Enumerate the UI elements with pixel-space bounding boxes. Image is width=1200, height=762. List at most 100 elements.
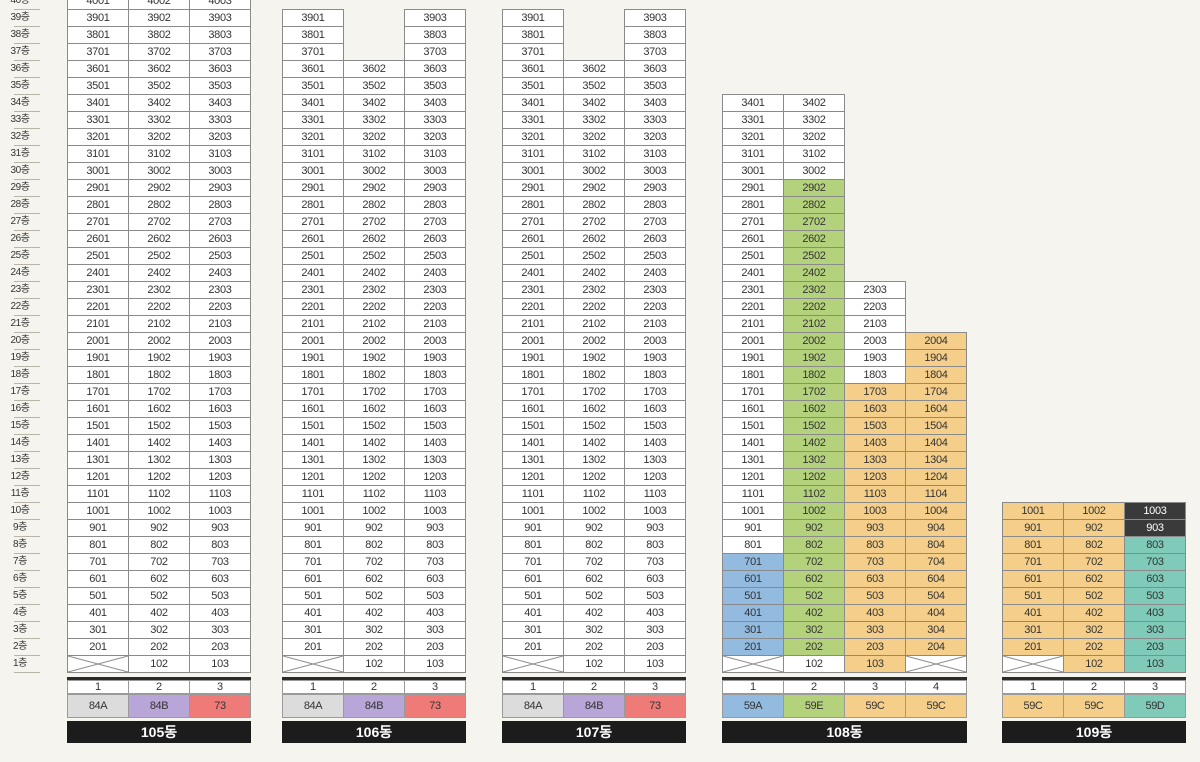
unit-cell: 1104 [905,485,967,503]
unit-cell: 1902 [343,349,405,367]
unit-cell: 3401 [502,94,564,112]
unit-cell: 1801 [282,366,344,384]
unit-cell: 503 [189,587,251,605]
floor-gridline [14,264,40,265]
unit-cell: 1604 [905,400,967,418]
unit-cell: 1701 [282,383,344,401]
floor-gridline [14,468,40,469]
unit-cell: 301 [67,621,129,639]
floor-gridline [14,536,40,537]
unit-cell: 3702 [128,43,190,61]
unit-cell: 2803 [189,196,251,214]
floor-gridline [14,60,40,61]
unit-cell: 602 [563,570,625,588]
unit-cell: 2502 [563,247,625,265]
unit-cell: 3801 [67,26,129,44]
unit-cell: 701 [1002,553,1064,571]
unit-cell: 603 [624,570,686,588]
floor-gridline [14,94,40,95]
unit-cell: 3003 [404,162,466,180]
unit-cell: 2303 [844,281,906,299]
unit-cell: 2001 [67,332,129,350]
unit-type-label: 59D [1124,694,1186,718]
cross-icon [1003,656,1063,672]
unit-cell: 802 [128,536,190,554]
unit-cell: 3302 [343,111,405,129]
unit-cell: 503 [1124,587,1186,605]
line-number: 4 [905,680,967,694]
unit-cell: 2802 [563,196,625,214]
unit-cell: 3503 [404,77,466,95]
unit-cell: 1603 [624,400,686,418]
unit-cell: 401 [67,604,129,622]
unit-cell: 502 [128,587,190,605]
floor-label: 36층 [10,63,30,74]
floor-label: 19층 [10,352,30,363]
unit-cell: 3703 [624,43,686,61]
floor-label: 15층 [10,420,30,431]
unit-cell: 502 [563,587,625,605]
unit-cell: 804 [905,536,967,554]
unit-cell: 1901 [722,349,784,367]
building-name: 105동 [67,721,251,743]
unit-cell: 2902 [783,179,845,197]
unit-cell: 602 [783,570,845,588]
line-number: 2 [1063,680,1125,694]
unit-cell: 1102 [783,485,845,503]
unit-cell: 1503 [189,417,251,435]
unit-cell: 403 [844,604,906,622]
unit-cell: 3502 [563,77,625,95]
unit-cell: 3301 [67,111,129,129]
no-unit-cell [502,655,564,673]
unit-cell: 401 [282,604,344,622]
unit-cell: 2802 [343,196,405,214]
unit-cell: 2903 [624,179,686,197]
unit-cell: 1701 [722,383,784,401]
unit-cell: 1801 [502,366,564,384]
line-number: 3 [1124,680,1186,694]
unit-cell: 301 [722,621,784,639]
unit-cell: 302 [343,621,405,639]
unit-cell: 801 [282,536,344,554]
unit-cell: 801 [67,536,129,554]
unit-cell: 1004 [905,502,967,520]
unit-cell: 2501 [502,247,564,265]
unit-cell: 3102 [563,145,625,163]
floor-label: 31층 [10,148,30,159]
unit-cell: 403 [189,604,251,622]
unit-cell: 3302 [128,111,190,129]
unit-cell: 201 [502,638,564,656]
unit-cell: 2701 [282,213,344,231]
floor-gridline [14,434,40,435]
unit-cell: 2203 [624,298,686,316]
unit-cell: 402 [783,604,845,622]
floor-label: 11층 [10,488,30,499]
unit-cell: 803 [404,536,466,554]
unit-cell: 801 [502,536,564,554]
unit-cell: 903 [844,519,906,537]
unit-cell: 1101 [502,485,564,503]
unit-cell: 3301 [502,111,564,129]
unit-cell: 3901 [502,9,564,27]
unit-cell: 2502 [128,247,190,265]
unit-cell: 3201 [67,128,129,146]
floor-gridline [14,655,40,656]
unit-cell: 3202 [343,128,405,146]
unit-cell: 1303 [189,451,251,469]
unit-cell: 2502 [783,247,845,265]
unit-cell: 203 [844,638,906,656]
unit-cell: 4003 [189,0,251,10]
floor-label: 37층 [10,46,30,57]
floor-gridline [14,43,40,44]
unit-cell: 303 [189,621,251,639]
unit-cell: 2003 [189,332,251,350]
unit-cell: 3303 [404,111,466,129]
unit-cell: 1102 [128,485,190,503]
line-number: 2 [563,680,625,694]
unit-type-label: 84A [502,694,564,718]
unit-cell: 2803 [404,196,466,214]
floor-gridline [14,213,40,214]
unit-cell: 1202 [128,468,190,486]
floor-label: 25층 [10,250,30,261]
building-name: 106동 [282,721,466,743]
